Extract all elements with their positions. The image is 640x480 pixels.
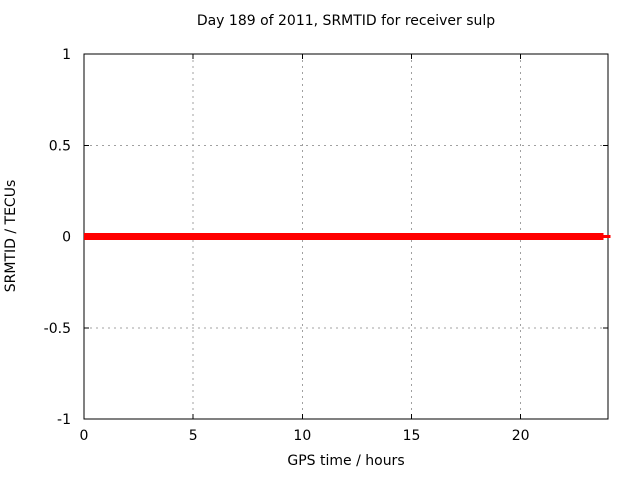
y-tick-label: 1 bbox=[62, 47, 71, 63]
x-tick-label: 20 bbox=[512, 428, 530, 444]
y-tick-label: 0 bbox=[62, 230, 71, 246]
x-axis-title: GPS time / hours bbox=[287, 453, 405, 469]
x-tick-label: 10 bbox=[293, 428, 311, 444]
y-tick-label: -1 bbox=[57, 412, 71, 428]
y-tick-label: 0.5 bbox=[49, 138, 71, 154]
chart-title: Day 189 of 2011, SRMTID for receiver sul… bbox=[196, 13, 496, 29]
x-tick-label: 5 bbox=[189, 428, 198, 444]
y-tick-label: -0.5 bbox=[44, 321, 71, 337]
x-tick-label: 0 bbox=[80, 428, 89, 444]
x-tick-label: 15 bbox=[403, 428, 421, 444]
